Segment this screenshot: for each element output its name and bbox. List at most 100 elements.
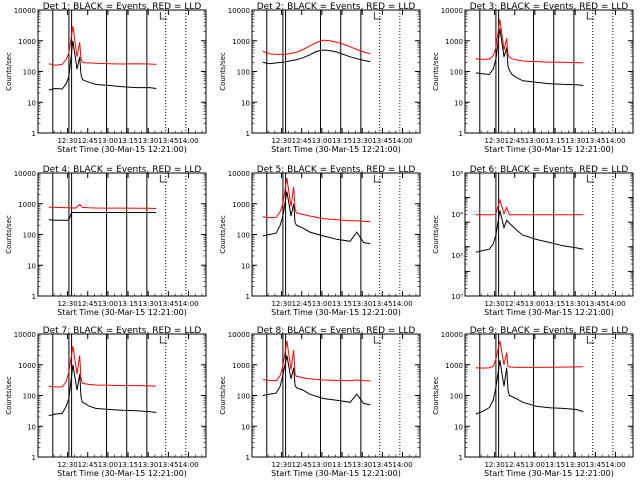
y-tick-label: 10⁴ xyxy=(451,211,463,219)
chart-title: Det 3: BLACK = Events, RED = LLD xyxy=(470,2,629,12)
x-tick-label: 14:00 xyxy=(178,137,198,145)
lld-series-line xyxy=(475,19,584,64)
x-tick-label: 13:30 xyxy=(138,137,158,145)
events-series-line xyxy=(262,355,371,406)
x-tick-label: 13:30 xyxy=(565,300,585,308)
x-tick-label: 12:30 xyxy=(271,461,291,469)
bracket-marker xyxy=(373,175,382,183)
chart-panel-5: Det 5: BLACK = Events, RED = LLD Counts/s… xyxy=(219,165,421,317)
x-tick-label: 14:00 xyxy=(392,300,412,308)
x-tick-label: 12:45 xyxy=(78,137,98,145)
y-tick-label: 1 xyxy=(246,130,250,138)
x-axis-label: Start Time (30-Mar-15 12:21:00) xyxy=(271,308,401,317)
lld-series-line xyxy=(262,340,371,382)
y-tick-label: 10⁶ xyxy=(451,170,463,178)
lld-series-line xyxy=(475,198,584,216)
x-tick-label: 12:30 xyxy=(57,137,77,145)
x-tick-label: 13:30 xyxy=(352,461,372,469)
x-tick-label: 14:00 xyxy=(178,300,198,308)
y-axis-label: Counts/sec xyxy=(219,52,227,91)
bracket-marker xyxy=(586,336,595,344)
x-tick-label: 13:15 xyxy=(118,137,138,145)
lld-series-line xyxy=(475,340,584,369)
y-tick-label: 100 xyxy=(23,232,36,240)
x-tick-label: 13:00 xyxy=(525,137,545,145)
lld-series-line xyxy=(48,346,157,388)
lld-series-line xyxy=(48,26,157,66)
plot-frame xyxy=(251,172,421,297)
x-tick-label: 12:30 xyxy=(57,300,77,308)
x-tick-label: 13:00 xyxy=(525,300,545,308)
chart-title: Det 1: BLACK = Events, RED = LLD xyxy=(43,2,202,12)
events-series-line xyxy=(48,212,157,221)
x-tick-label: 12:30 xyxy=(57,461,77,469)
y-tick-label: 100 xyxy=(450,393,463,401)
y-tick-label: 1000 xyxy=(18,201,36,209)
x-tick-label: 13:15 xyxy=(332,137,352,145)
events-series-line xyxy=(48,364,157,417)
x-tick-label: 13:00 xyxy=(312,461,332,469)
chart-title: Det 8: BLACK = Events, RED = LLD xyxy=(257,326,416,336)
y-tick-label: 10000 xyxy=(228,170,250,178)
x-axis-label: Start Time (30-Mar-15 12:21:00) xyxy=(57,469,187,478)
y-tick-label: 10² xyxy=(451,252,463,260)
x-tick-label: 13:30 xyxy=(138,300,158,308)
events-series-line xyxy=(475,28,584,86)
y-tick-label: 10000 xyxy=(228,7,250,15)
x-tick-label: 13:15 xyxy=(118,461,138,469)
chart-panel-3: Det 3: BLACK = Events, RED = LLD Counts/s… xyxy=(432,2,634,154)
bracket-marker xyxy=(159,336,168,344)
y-tick-label: 1 xyxy=(32,293,36,301)
y-tick-label: 10000 xyxy=(14,170,36,178)
y-tick-label: 1 xyxy=(32,454,36,462)
x-axis-label: Start Time (30-Mar-15 12:21:00) xyxy=(484,308,614,317)
x-tick-label: 12:30 xyxy=(484,137,504,145)
x-tick-label: 13:30 xyxy=(352,137,372,145)
x-tick-label: 12:45 xyxy=(78,300,98,308)
y-tick-label: 1 xyxy=(246,293,250,301)
chart-panel-4: Det 4: BLACK = Events, RED = LLD Counts/s… xyxy=(5,165,207,317)
events-series-line xyxy=(48,40,157,91)
y-tick-label: 1000 xyxy=(232,362,250,370)
x-tick-label: 12:45 xyxy=(505,300,525,308)
bracket-marker xyxy=(373,12,382,20)
y-tick-label: 100 xyxy=(237,69,250,77)
y-tick-label: 10⁰ xyxy=(451,293,463,301)
plot-frame xyxy=(37,333,207,458)
y-tick-label: 10 xyxy=(454,99,463,107)
x-tick-label: 13:00 xyxy=(525,461,545,469)
y-tick-label: 10 xyxy=(27,99,36,107)
y-tick-label: 1000 xyxy=(232,38,250,46)
x-tick-label: 14:00 xyxy=(392,461,412,469)
x-tick-label: 13:00 xyxy=(98,461,118,469)
y-axis-label: Counts/sec xyxy=(432,215,440,254)
chart-title: Det 6: BLACK = Events, RED = LLD xyxy=(470,165,629,175)
x-tick-label: 13:45 xyxy=(372,137,392,145)
chart-panel-9: Det 9: BLACK = Events, RED = LLD Counts/s… xyxy=(432,326,634,478)
y-tick-label: 100 xyxy=(237,232,250,240)
y-tick-label: 10 xyxy=(454,423,463,431)
bracket-marker xyxy=(373,336,382,344)
bracket-marker xyxy=(159,175,168,183)
x-axis-label: Start Time (30-Mar-15 12:21:00) xyxy=(271,469,401,478)
x-tick-label: 13:15 xyxy=(545,137,565,145)
x-tick-label: 13:15 xyxy=(332,461,352,469)
y-tick-label: 1000 xyxy=(18,362,36,370)
x-tick-label: 14:00 xyxy=(178,461,198,469)
x-tick-label: 13:00 xyxy=(98,137,118,145)
x-tick-label: 12:30 xyxy=(484,300,504,308)
x-tick-label: 13:30 xyxy=(352,300,372,308)
x-axis-label: Start Time (30-Mar-15 12:21:00) xyxy=(484,469,614,478)
chart-title: Det 7: BLACK = Events, RED = LLD xyxy=(43,326,202,336)
y-tick-label: 1 xyxy=(246,454,250,462)
x-tick-label: 12:45 xyxy=(505,137,525,145)
x-tick-label: 13:45 xyxy=(585,300,605,308)
x-tick-label: 13:15 xyxy=(545,461,565,469)
plot-frame xyxy=(251,9,421,134)
plot-frame xyxy=(464,9,634,134)
y-tick-label: 10 xyxy=(241,423,250,431)
x-tick-label: 14:00 xyxy=(605,461,625,469)
y-tick-label: 1000 xyxy=(445,38,463,46)
x-tick-label: 13:15 xyxy=(332,300,352,308)
